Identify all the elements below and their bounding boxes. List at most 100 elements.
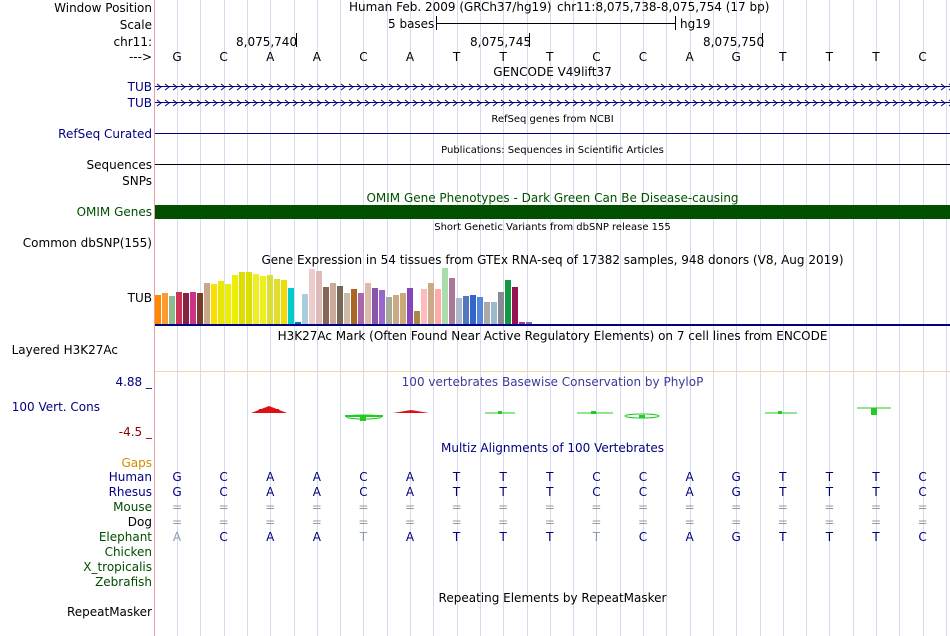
track-label-repeatmasker[interactable]: RepeatMasker xyxy=(66,605,152,619)
gtex-tissue-bar[interactable] xyxy=(155,294,161,324)
species-label-zebrafish[interactable]: Zebrafish xyxy=(95,575,152,589)
track-label-common-dbsnp[interactable]: Common dbSNP(155) xyxy=(22,236,152,250)
gtex-tissue-bar[interactable] xyxy=(449,278,455,324)
gtex-tissue-bar[interactable] xyxy=(267,274,273,324)
gtex-tissue-bar[interactable] xyxy=(351,289,357,324)
grid-line xyxy=(596,0,598,636)
gtex-tissue-bar[interactable] xyxy=(302,293,308,324)
track-label-refseq[interactable]: RefSeq Curated xyxy=(58,127,152,141)
gtex-tissue-bar[interactable] xyxy=(211,283,217,324)
gtex-tissue-bar[interactable] xyxy=(456,298,462,324)
gtex-tissue-bar[interactable] xyxy=(190,291,196,324)
alignment-base-human: T xyxy=(779,470,787,484)
gtex-tissue-bar[interactable] xyxy=(225,283,231,324)
gtex-tissue-bar[interactable] xyxy=(218,281,224,324)
grid-line xyxy=(526,0,528,636)
gtex-tissue-bar[interactable] xyxy=(323,287,329,324)
gtex-tissue-bar[interactable] xyxy=(309,269,315,324)
gtex-tissue-bar[interactable] xyxy=(512,287,518,324)
gtex-tissue-bar[interactable] xyxy=(344,292,350,324)
grid-line xyxy=(549,0,551,636)
publications-line[interactable] xyxy=(155,164,950,165)
species-label-x-tropicalis[interactable]: X_tropicalis xyxy=(83,560,152,574)
gtex-tissue-bar[interactable] xyxy=(470,294,476,324)
gtex-tissue-bar[interactable] xyxy=(295,321,301,324)
alignment-base-human: A xyxy=(405,470,415,484)
gtex-tissue-bar[interactable] xyxy=(484,301,490,324)
alignment-base-rhesus: A xyxy=(266,485,275,499)
gtex-tissue-bar[interactable] xyxy=(288,288,294,324)
cons-max-value: 4.88 _ xyxy=(115,375,152,389)
gtex-tissue-bar[interactable] xyxy=(316,271,322,324)
gtex-tissue-bar[interactable] xyxy=(442,268,448,324)
species-label-elephant[interactable]: Elephant xyxy=(98,530,152,544)
gtex-tissue-bar[interactable] xyxy=(477,297,483,324)
gtex-tissue-bar[interactable] xyxy=(379,290,385,324)
species-label-mouse[interactable]: Mouse xyxy=(113,500,152,514)
alignment-base-mouse: = xyxy=(265,500,276,514)
track-label-omim[interactable]: OMIM Genes xyxy=(76,205,152,219)
alignment-base-rhesus: T xyxy=(779,485,787,499)
gtex-tissue-bar[interactable] xyxy=(393,294,399,324)
alignment-base-human: T xyxy=(499,470,507,484)
species-label-dog[interactable]: Dog xyxy=(127,515,152,529)
gtex-tissue-bar[interactable] xyxy=(197,293,203,324)
gtex-tissue-bar[interactable] xyxy=(183,292,189,324)
track-label-gaps[interactable]: Gaps xyxy=(121,456,152,470)
gtex-tissue-bar[interactable] xyxy=(162,292,168,324)
alignment-base-dog: = xyxy=(265,515,276,529)
gtex-tissue-bar[interactable] xyxy=(246,272,252,324)
gtex-tissue-bar[interactable] xyxy=(239,272,245,324)
gtex-tissue-bar[interactable] xyxy=(428,282,434,324)
species-label-rhesus[interactable]: Rhesus xyxy=(108,485,152,499)
gtex-tissue-bar[interactable] xyxy=(358,292,364,324)
alignment-base-dog: = xyxy=(777,515,788,529)
phylop-conservation-plot[interactable] xyxy=(155,400,950,425)
alignment-base-human: C xyxy=(592,470,601,484)
track-label-tub-1[interactable]: TUB xyxy=(127,80,152,94)
species-label-human[interactable]: Human xyxy=(108,470,152,484)
gtex-tissue-bar[interactable] xyxy=(421,289,427,324)
label-divider[interactable] xyxy=(154,0,155,636)
position-tick xyxy=(762,33,763,47)
gencode-transcript-2[interactable] xyxy=(155,96,950,110)
refseq-gene-line[interactable] xyxy=(155,133,950,134)
omim-gene-bar[interactable] xyxy=(155,205,950,219)
gtex-tissue-bar[interactable] xyxy=(435,289,441,324)
gtex-tissue-bar[interactable] xyxy=(281,280,287,324)
gtex-tissue-bar[interactable] xyxy=(386,297,392,324)
gtex-tissue-bar[interactable] xyxy=(491,301,497,324)
gtex-tissue-bar[interactable] xyxy=(526,321,532,324)
reference-base: T xyxy=(499,50,507,64)
gtex-tissue-bar[interactable] xyxy=(169,296,175,324)
gtex-tissue-bar[interactable] xyxy=(400,292,406,324)
gtex-tissue-bar[interactable] xyxy=(204,282,210,324)
gtex-expression-plot[interactable] xyxy=(155,268,535,324)
gtex-tissue-bar[interactable] xyxy=(372,288,378,324)
alignment-base-dog: = xyxy=(311,515,322,529)
gtex-tissue-bar[interactable] xyxy=(505,280,511,324)
species-label-chicken[interactable]: Chicken xyxy=(104,545,152,559)
track-label-sequences[interactable]: Sequences xyxy=(86,158,152,172)
gtex-tissue-bar[interactable] xyxy=(519,321,525,324)
gencode-transcript-1[interactable] xyxy=(155,80,950,94)
track-label-h3k27ac[interactable]: Layered H3K27Ac xyxy=(11,343,118,357)
gtex-tissue-bar[interactable] xyxy=(498,291,504,324)
gtex-tissue-bar[interactable] xyxy=(337,285,343,324)
gtex-tissue-bar[interactable] xyxy=(260,275,266,324)
gtex-tissue-bar[interactable] xyxy=(274,279,280,324)
gtex-tissue-bar[interactable] xyxy=(232,274,238,324)
gtex-tissue-bar[interactable] xyxy=(176,291,182,324)
gtex-tissue-bar[interactable] xyxy=(463,296,469,324)
track-label-100-vert-cons[interactable]: 100 Vert. Cons xyxy=(11,400,100,414)
reference-base: G xyxy=(172,50,182,64)
gtex-tissue-bar[interactable] xyxy=(253,273,259,324)
reference-base: C xyxy=(592,50,601,64)
gtex-tissue-bar[interactable] xyxy=(330,282,336,324)
gtex-tissue-bar[interactable] xyxy=(365,282,371,324)
gtex-tissue-bar[interactable] xyxy=(407,288,413,324)
track-label-tub-2[interactable]: TUB xyxy=(127,96,152,110)
gtex-tissue-bar[interactable] xyxy=(414,310,420,324)
track-label-gtex-tub[interactable]: TUB xyxy=(127,291,152,305)
track-label-snps[interactable]: SNPs xyxy=(122,174,152,188)
